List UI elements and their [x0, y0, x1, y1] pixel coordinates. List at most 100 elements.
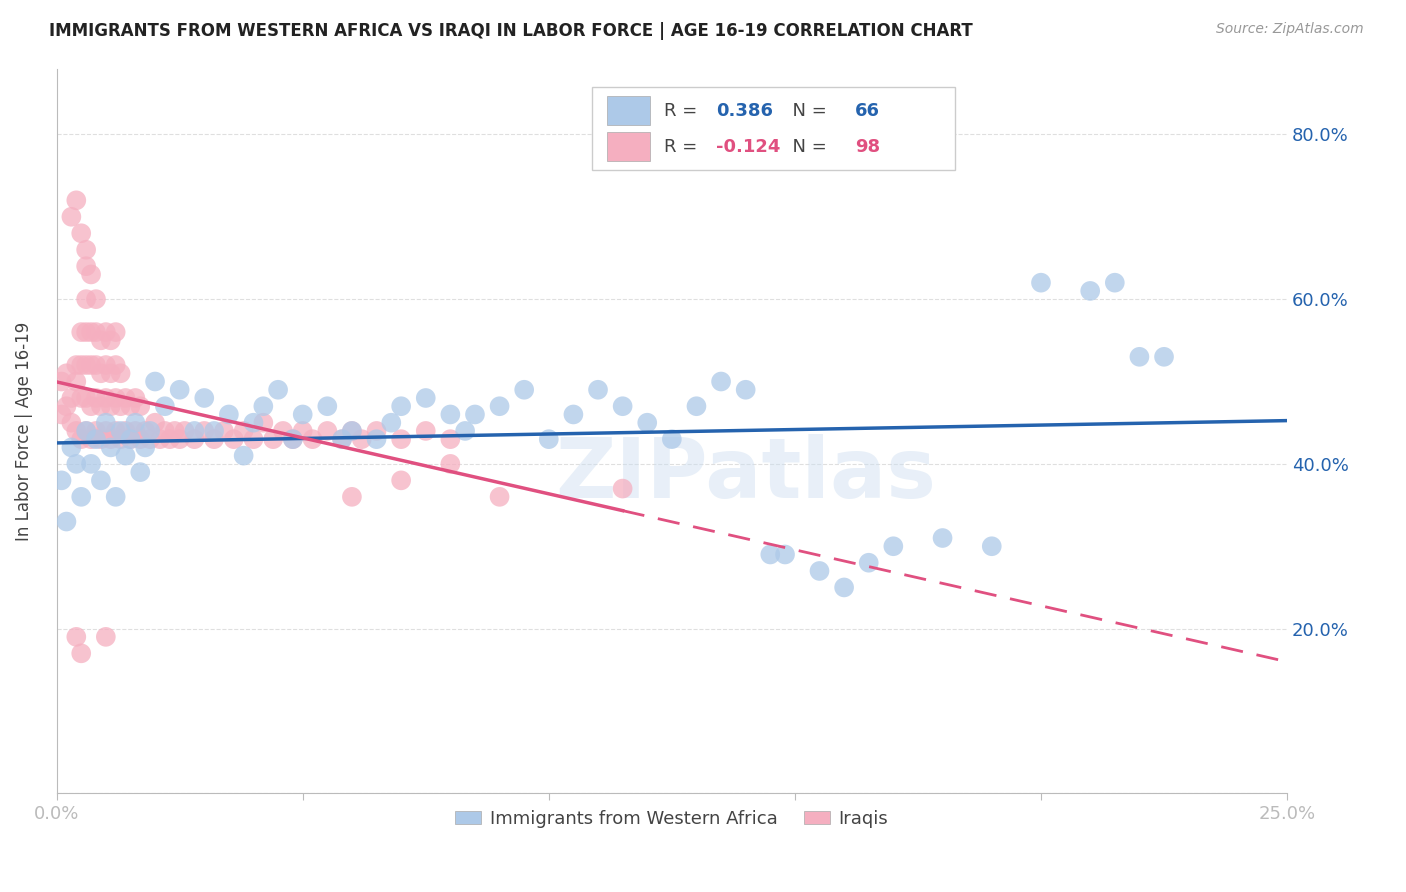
- Point: [120, 432, 142, 446]
- Point: [340, 490, 363, 504]
- Point: [60, 441, 83, 455]
- Point: [90, 366, 112, 380]
- Point: [1128, 350, 1150, 364]
- Point: [218, 408, 240, 422]
- Point: [439, 408, 461, 422]
- Text: Source: ZipAtlas.com: Source: ZipAtlas.com: [1216, 22, 1364, 37]
- Point: [685, 399, 707, 413]
- Point: [389, 432, 412, 446]
- Point: [232, 424, 254, 438]
- Point: [84, 391, 107, 405]
- Point: [70, 391, 93, 405]
- Point: [84, 432, 107, 446]
- Point: [60, 391, 83, 405]
- Point: [55, 515, 77, 529]
- Point: [134, 441, 156, 455]
- Point: [153, 424, 176, 438]
- Text: 0.386: 0.386: [716, 102, 773, 120]
- Point: [330, 432, 353, 446]
- Point: [454, 424, 477, 438]
- Point: [75, 358, 97, 372]
- Point: [51, 375, 73, 389]
- Point: [80, 432, 103, 446]
- Point: [380, 416, 402, 430]
- Point: [316, 399, 339, 413]
- Point: [513, 383, 536, 397]
- Point: [612, 482, 634, 496]
- Point: [114, 391, 136, 405]
- Point: [882, 539, 904, 553]
- Point: [464, 408, 486, 422]
- Point: [84, 325, 107, 339]
- Point: [70, 490, 93, 504]
- Point: [291, 424, 314, 438]
- Point: [301, 432, 323, 446]
- Point: [330, 432, 353, 446]
- Point: [84, 358, 107, 372]
- Point: [75, 424, 97, 438]
- Legend: Immigrants from Western Africa, Iraqis: Immigrants from Western Africa, Iraqis: [449, 803, 896, 835]
- Point: [104, 424, 127, 438]
- Point: [143, 416, 166, 430]
- Point: [439, 432, 461, 446]
- Point: [636, 416, 658, 430]
- Point: [120, 399, 142, 413]
- Point: [586, 383, 609, 397]
- Point: [100, 366, 122, 380]
- Text: R =: R =: [665, 102, 703, 120]
- Point: [281, 432, 304, 446]
- Point: [242, 416, 264, 430]
- Point: [163, 424, 186, 438]
- Point: [1153, 350, 1175, 364]
- Point: [439, 457, 461, 471]
- Point: [488, 399, 510, 413]
- Point: [90, 432, 112, 446]
- Point: [114, 449, 136, 463]
- Point: [710, 375, 733, 389]
- Point: [65, 424, 87, 438]
- Point: [202, 432, 225, 446]
- Point: [183, 432, 205, 446]
- Point: [94, 391, 117, 405]
- Point: [104, 358, 127, 372]
- Point: [120, 432, 142, 446]
- Point: [183, 424, 205, 438]
- Point: [100, 399, 122, 413]
- Point: [808, 564, 831, 578]
- Point: [84, 292, 107, 306]
- Point: [65, 194, 87, 208]
- Point: [562, 408, 585, 422]
- Point: [65, 457, 87, 471]
- Point: [124, 416, 146, 430]
- Point: [104, 325, 127, 339]
- Point: [70, 226, 93, 240]
- Point: [104, 391, 127, 405]
- Point: [143, 375, 166, 389]
- Point: [65, 358, 87, 372]
- Point: [931, 531, 953, 545]
- Point: [129, 465, 152, 479]
- Point: [110, 366, 132, 380]
- Point: [100, 432, 122, 446]
- Point: [222, 432, 245, 446]
- Point: [169, 383, 191, 397]
- Text: ZIPatlas: ZIPatlas: [555, 434, 936, 515]
- Point: [110, 424, 132, 438]
- Point: [80, 358, 103, 372]
- Point: [94, 424, 117, 438]
- Point: [232, 449, 254, 463]
- Point: [202, 424, 225, 438]
- Text: R =: R =: [665, 137, 703, 156]
- Point: [114, 424, 136, 438]
- Point: [291, 408, 314, 422]
- Point: [94, 416, 117, 430]
- Point: [80, 268, 103, 282]
- Point: [169, 432, 191, 446]
- Text: N =: N =: [782, 137, 832, 156]
- FancyBboxPatch shape: [606, 96, 650, 125]
- Point: [350, 432, 373, 446]
- Point: [389, 474, 412, 488]
- Point: [70, 325, 93, 339]
- Text: N =: N =: [782, 102, 832, 120]
- Point: [80, 457, 103, 471]
